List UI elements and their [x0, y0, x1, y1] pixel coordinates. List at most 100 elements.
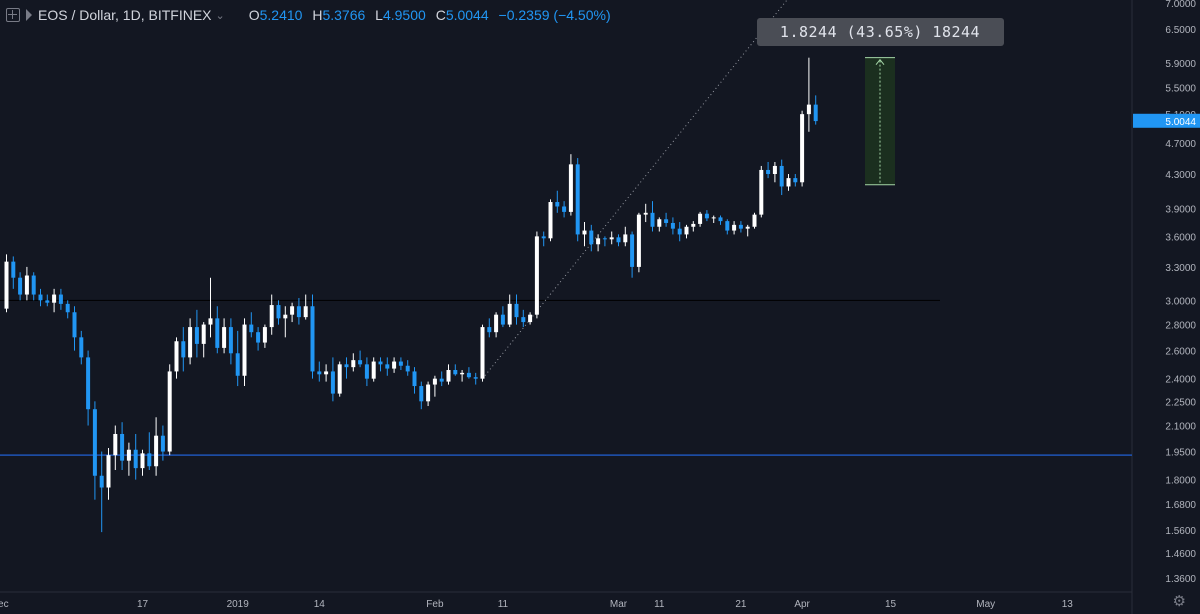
candle[interactable] [126, 442, 131, 476]
candle[interactable] [324, 364, 329, 382]
candle[interactable] [432, 375, 437, 397]
candle[interactable] [405, 360, 410, 376]
candle[interactable] [24, 266, 29, 301]
candle[interactable] [698, 211, 703, 227]
candle[interactable] [779, 159, 784, 196]
candle[interactable] [262, 324, 267, 348]
candle[interactable] [188, 318, 193, 365]
candle[interactable] [528, 312, 533, 325]
candle[interactable] [677, 222, 682, 242]
candle[interactable] [290, 302, 295, 323]
candle[interactable] [79, 330, 84, 365]
candle[interactable] [249, 312, 254, 338]
candle[interactable] [602, 236, 607, 247]
candle[interactable] [752, 212, 757, 229]
candle[interactable] [215, 306, 220, 354]
candle[interactable] [201, 322, 206, 358]
candle[interactable] [630, 231, 635, 278]
candle[interactable] [568, 154, 573, 216]
candle[interactable] [194, 309, 199, 358]
candle[interactable] [120, 422, 125, 471]
candle[interactable] [439, 371, 444, 387]
candle[interactable] [766, 161, 771, 179]
candle[interactable] [691, 221, 696, 232]
candle[interactable] [616, 234, 621, 247]
candle[interactable] [337, 361, 342, 397]
candle[interactable] [684, 224, 689, 239]
symbol-title[interactable]: EOS / Dollar, 1D, BITFINEX [38, 7, 212, 23]
candle[interactable] [330, 357, 335, 402]
candle[interactable] [99, 451, 104, 533]
candle[interactable] [412, 367, 417, 394]
candle[interactable] [575, 158, 580, 242]
candle[interactable] [86, 350, 91, 426]
candle[interactable] [140, 449, 145, 476]
candle[interactable] [269, 294, 274, 335]
candle[interactable] [378, 357, 383, 372]
candle[interactable] [643, 203, 648, 223]
candle[interactable] [106, 447, 111, 500]
candle[interactable] [317, 361, 322, 382]
candle[interactable] [147, 432, 152, 471]
candle[interactable] [45, 294, 50, 307]
candle[interactable] [398, 357, 403, 371]
candle[interactable] [92, 401, 97, 500]
candle[interactable] [446, 364, 451, 385]
candle[interactable] [18, 272, 23, 301]
candle[interactable] [392, 357, 397, 373]
candle[interactable] [38, 288, 43, 307]
candle[interactable] [704, 210, 709, 222]
candle[interactable] [521, 309, 526, 328]
candle[interactable] [358, 350, 363, 368]
candle[interactable] [426, 381, 431, 407]
candle[interactable] [283, 306, 288, 338]
candle[interactable] [303, 294, 308, 320]
candle[interactable] [670, 217, 675, 235]
gear-icon[interactable]: ⚙ [1172, 593, 1186, 610]
candle[interactable] [160, 425, 165, 461]
candle[interactable] [460, 370, 465, 382]
candle[interactable] [636, 212, 641, 273]
candle[interactable] [344, 357, 349, 379]
candle[interactable] [555, 190, 560, 213]
candle[interactable] [466, 367, 471, 379]
candle[interactable] [534, 231, 539, 319]
candle[interactable] [371, 357, 376, 382]
candle[interactable] [793, 174, 798, 187]
candle[interactable] [480, 324, 485, 382]
candle[interactable] [113, 425, 118, 471]
candle[interactable] [507, 294, 512, 328]
candle[interactable] [664, 212, 669, 227]
candle[interactable] [732, 221, 737, 235]
candle[interactable] [453, 364, 458, 376]
candle[interactable] [487, 318, 492, 338]
candle[interactable] [711, 215, 716, 223]
candle[interactable] [541, 231, 546, 247]
candle[interactable] [623, 226, 628, 247]
candle[interactable] [174, 337, 179, 379]
candle[interactable] [31, 272, 36, 301]
candle[interactable] [4, 254, 9, 313]
candle[interactable] [222, 318, 227, 354]
candle[interactable] [296, 298, 301, 325]
candle[interactable] [650, 201, 655, 232]
candle[interactable] [813, 95, 818, 125]
candle[interactable] [582, 222, 587, 247]
candle[interactable] [514, 294, 519, 325]
candle[interactable] [745, 224, 750, 237]
candle[interactable] [276, 300, 281, 325]
candle[interactable] [596, 234, 601, 252]
candle[interactable] [725, 219, 730, 235]
trend-line[interactable] [482, 0, 788, 379]
candle[interactable] [154, 417, 159, 476]
candle[interactable] [58, 288, 63, 310]
candle[interactable] [11, 256, 16, 289]
candle[interactable] [167, 364, 172, 456]
candle[interactable] [786, 174, 791, 191]
candle[interactable] [500, 306, 505, 328]
candle[interactable] [133, 433, 138, 480]
candle[interactable] [800, 110, 805, 187]
candle[interactable] [562, 201, 567, 218]
collapse-icon[interactable] [6, 8, 20, 22]
